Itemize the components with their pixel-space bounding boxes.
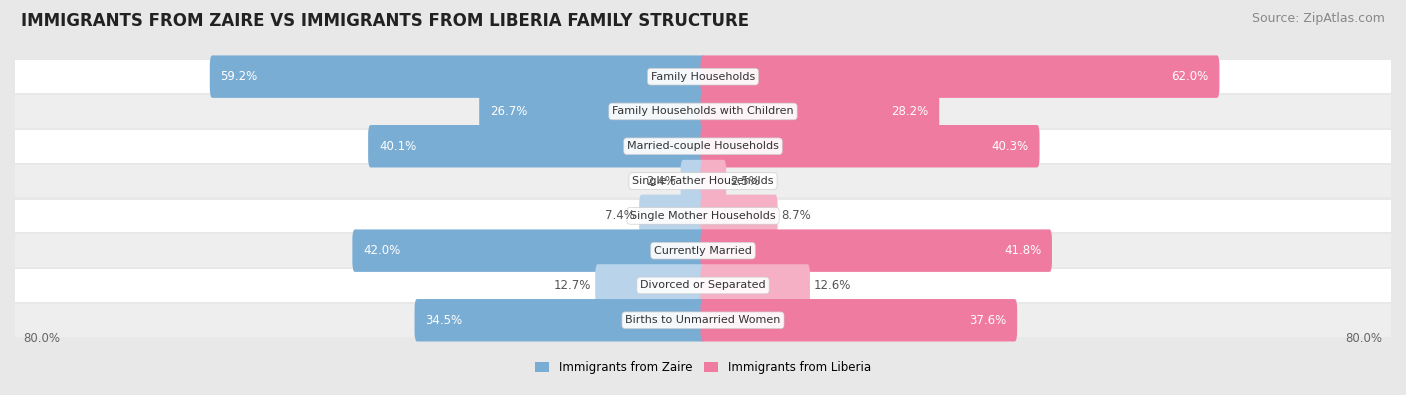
- FancyBboxPatch shape: [700, 90, 939, 133]
- Text: 40.3%: 40.3%: [991, 140, 1029, 153]
- Text: Source: ZipAtlas.com: Source: ZipAtlas.com: [1251, 12, 1385, 25]
- FancyBboxPatch shape: [681, 160, 706, 202]
- FancyBboxPatch shape: [209, 55, 706, 98]
- Bar: [15, 269, 1391, 302]
- Text: 80.0%: 80.0%: [1346, 332, 1382, 345]
- Text: 2.5%: 2.5%: [730, 175, 761, 188]
- Text: Family Households with Children: Family Households with Children: [612, 107, 794, 117]
- Text: 2.4%: 2.4%: [647, 175, 676, 188]
- FancyBboxPatch shape: [700, 55, 1219, 98]
- Text: 59.2%: 59.2%: [221, 70, 257, 83]
- Text: 62.0%: 62.0%: [1171, 70, 1209, 83]
- Text: 12.7%: 12.7%: [554, 279, 591, 292]
- Bar: [15, 95, 1391, 128]
- Bar: [15, 234, 1391, 267]
- FancyBboxPatch shape: [479, 90, 706, 133]
- Legend: Immigrants from Zaire, Immigrants from Liberia: Immigrants from Zaire, Immigrants from L…: [530, 356, 876, 379]
- Text: 28.2%: 28.2%: [891, 105, 928, 118]
- Bar: [15, 60, 1391, 93]
- FancyBboxPatch shape: [700, 264, 810, 307]
- Text: Single Mother Households: Single Mother Households: [630, 211, 776, 221]
- FancyBboxPatch shape: [368, 125, 706, 167]
- Text: 40.1%: 40.1%: [378, 140, 416, 153]
- Bar: [15, 304, 1391, 337]
- Text: Single Father Households: Single Father Households: [633, 176, 773, 186]
- Bar: [15, 165, 1391, 198]
- Text: 42.0%: 42.0%: [363, 244, 401, 257]
- FancyBboxPatch shape: [700, 229, 1052, 272]
- Text: Divorced or Separated: Divorced or Separated: [640, 280, 766, 290]
- FancyBboxPatch shape: [700, 195, 778, 237]
- Text: 8.7%: 8.7%: [782, 209, 811, 222]
- FancyBboxPatch shape: [415, 299, 706, 342]
- Text: 26.7%: 26.7%: [489, 105, 527, 118]
- Text: Married-couple Households: Married-couple Households: [627, 141, 779, 151]
- Text: 7.4%: 7.4%: [605, 209, 636, 222]
- Bar: [15, 199, 1391, 232]
- Text: 41.8%: 41.8%: [1004, 244, 1042, 257]
- Text: 34.5%: 34.5%: [425, 314, 463, 327]
- FancyBboxPatch shape: [353, 229, 706, 272]
- Text: IMMIGRANTS FROM ZAIRE VS IMMIGRANTS FROM LIBERIA FAMILY STRUCTURE: IMMIGRANTS FROM ZAIRE VS IMMIGRANTS FROM…: [21, 12, 749, 30]
- Text: 37.6%: 37.6%: [969, 314, 1007, 327]
- Text: 80.0%: 80.0%: [24, 332, 60, 345]
- Text: Currently Married: Currently Married: [654, 246, 752, 256]
- FancyBboxPatch shape: [640, 195, 706, 237]
- FancyBboxPatch shape: [700, 125, 1039, 167]
- Text: Births to Unmarried Women: Births to Unmarried Women: [626, 315, 780, 325]
- Bar: [15, 130, 1391, 163]
- Text: 12.6%: 12.6%: [814, 279, 852, 292]
- FancyBboxPatch shape: [595, 264, 706, 307]
- FancyBboxPatch shape: [700, 160, 727, 202]
- Text: Family Households: Family Households: [651, 71, 755, 82]
- FancyBboxPatch shape: [700, 299, 1017, 342]
